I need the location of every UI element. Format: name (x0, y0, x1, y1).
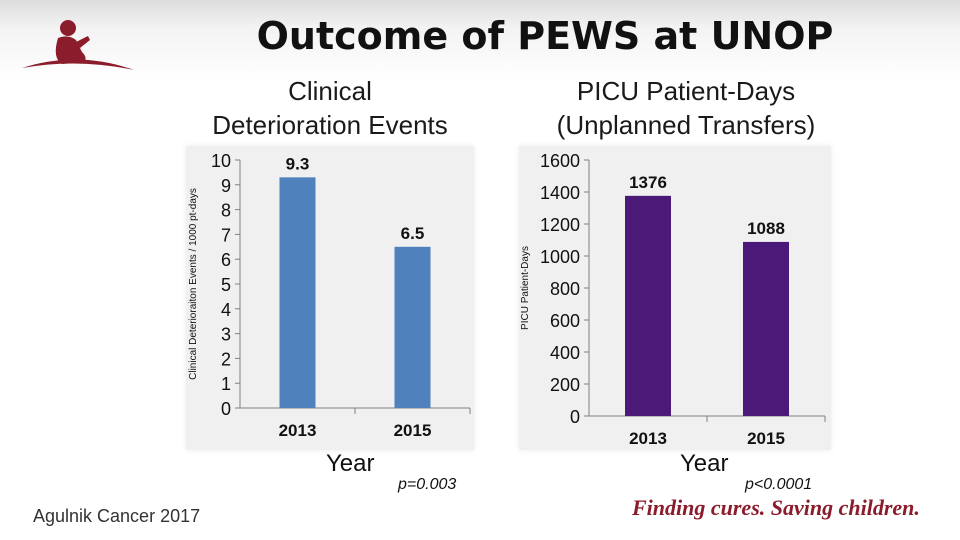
right-subtitle-line2: (Unplanned Transfers) (556, 110, 816, 140)
tagline-text: Finding cures. Saving children. (632, 495, 920, 520)
right-y-tick-label: 1400 (540, 183, 580, 203)
left-y-tick-label: 1 (221, 374, 231, 394)
right-y-tick-label: 1200 (540, 215, 580, 235)
page-title: Outcome of PEWS at UNOP (256, 14, 834, 58)
right-chart-subtitle: PICU Patient-Days (Unplanned Transfers) (536, 74, 836, 142)
left-x-tick-label-2015: 2015 (394, 421, 432, 440)
left-y-tick-label: 4 (221, 300, 231, 320)
left-y-axis-label: Clinical Deterioraiton Events / 1000 pt-… (188, 188, 199, 380)
right-y-axis-label: PICU Patient-Days (520, 246, 531, 330)
left-y-tick-label: 5 (221, 275, 231, 295)
right-x-tick-label-2013: 2013 (629, 429, 667, 448)
left-subtitle-line1: Clinical (288, 76, 372, 106)
right-subtitle-line1: PICU Patient-Days (576, 76, 796, 106)
left-data-label-2015: 6.5 (401, 224, 425, 243)
left-y-tick-label: 10 (211, 151, 231, 171)
left-y-tick-label: 2 (221, 349, 231, 369)
right-bar-2013 (625, 195, 671, 416)
left-subtitle-line2: Deterioration Events (212, 110, 448, 140)
citation-text: Agulnik Cancer 2017 (33, 506, 201, 526)
left-y-tick-label: 0 (221, 399, 231, 419)
hospital-logo-icon (22, 20, 134, 70)
right-data-label-2015: 1088 (747, 219, 785, 238)
right-y-tick-label: 800 (550, 279, 580, 299)
right-y-tick-label: 600 (550, 311, 580, 331)
left-y-tick-label: 6 (221, 250, 231, 270)
left-p-value: p=0.003 (398, 476, 457, 493)
left-bar-2015 (394, 246, 431, 408)
right-y-tick-label: 0 (570, 407, 580, 427)
right-bar-2015 (743, 241, 789, 416)
right-data-label-2013: 1376 (629, 173, 667, 192)
right-y-tick-label: 400 (550, 343, 580, 363)
left-bar-2013 (279, 177, 316, 408)
left-x-axis-label: Year (326, 450, 375, 477)
right-y-tick-label: 200 (550, 375, 580, 395)
left-y-tick-label: 3 (221, 325, 231, 345)
left-data-label-2013: 9.3 (286, 154, 310, 173)
header-band (0, 0, 960, 80)
left-x-tick-label-2013: 2013 (279, 421, 317, 440)
left-chart-subtitle: Clinical Deterioration Events (190, 74, 470, 142)
left-y-tick-label: 9 (221, 176, 231, 196)
right-x-axis-label: Year (680, 450, 729, 477)
right-x-tick-label-2015: 2015 (747, 429, 785, 448)
right-y-tick-label: 1000 (540, 247, 580, 267)
left-y-tick-label: 7 (221, 225, 231, 245)
left-y-tick-label: 8 (221, 201, 231, 221)
right-y-tick-label: 1600 (540, 151, 580, 171)
left-bar-chart: Clinical Deterioraiton Events / 1000 pt-… (186, 146, 474, 450)
right-bar-chart: PICU Patient-Days 0 200 400 600 800 1000 1200 14… (519, 146, 831, 450)
right-p-value: p<0.0001 (745, 476, 813, 493)
